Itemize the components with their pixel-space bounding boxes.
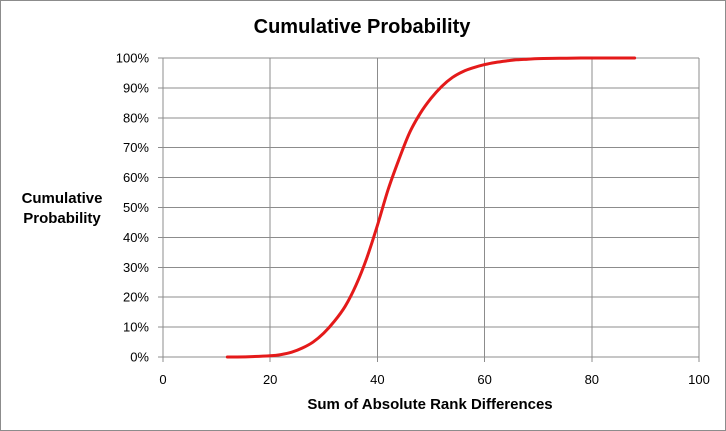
- x-tick-label: 0: [159, 372, 166, 387]
- y-tick-label: 10%: [123, 320, 149, 335]
- chart-title: Cumulative Probability: [254, 16, 472, 38]
- x-axis-title: Sum of Absolute Rank Differences: [307, 396, 552, 413]
- cumulative-probability-line: [225, 56, 637, 359]
- y-tick-label: 90%: [123, 80, 149, 95]
- y-tick-label: 60%: [123, 170, 149, 185]
- y-tick-label: 0%: [130, 350, 149, 365]
- y-tick-labels: 0% 10% 20% 30% 40% 50% 60% 70% 80% 90% 100%: [116, 51, 150, 365]
- y-axis-title-line-1: Cumulative: [22, 190, 103, 207]
- y-tick-label: 80%: [123, 110, 149, 125]
- x-tick-label: 100: [688, 372, 710, 387]
- y-tick-label: 100%: [116, 51, 150, 66]
- x-tick-label: 20: [263, 372, 277, 387]
- y-tick-label: 30%: [123, 260, 149, 275]
- y-tick-label: 50%: [123, 200, 149, 215]
- y-axis-title-line-2: Probability: [23, 210, 101, 227]
- y-tick-label: 20%: [123, 290, 149, 305]
- x-tick-labels: 0 20 40 60 80 100: [159, 372, 709, 387]
- y-tick-label: 40%: [123, 230, 149, 245]
- y-tick-label: 70%: [123, 140, 149, 155]
- x-tick-label: 40: [370, 372, 384, 387]
- x-tick-label: 80: [585, 372, 599, 387]
- series-group: [225, 56, 637, 359]
- x-gridlines: [162, 58, 700, 362]
- y-gridlines: [158, 57, 699, 358]
- x-tick-label: 60: [477, 372, 491, 387]
